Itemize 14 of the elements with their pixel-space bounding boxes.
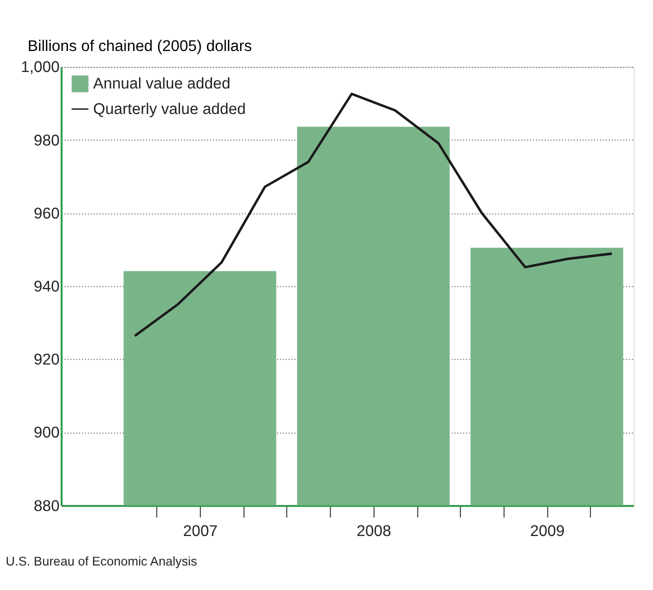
legend-label: Annual value added (93, 76, 230, 93)
legend-label: Quarterly value added (93, 100, 246, 118)
y-tick-label: 920 (34, 352, 60, 369)
x-tick-label: 2008 (356, 522, 392, 540)
y-tick-label: 980 (34, 132, 60, 150)
y-tick-label: 940 (34, 278, 60, 296)
y-tick-label: 960 (34, 205, 60, 222)
y-tick-label: 1,000 (20, 59, 60, 76)
y-axis-title: Billions of chained (2005) dollars (28, 38, 252, 55)
y-tick-label: 900 (34, 424, 60, 442)
x-tick-label: 2007 (183, 522, 218, 540)
text: U.S. Bureau of Economic Analysis (6, 554, 198, 569)
x-tick-label: 2009 (530, 522, 565, 540)
y-tick-label: 880 (34, 498, 60, 515)
